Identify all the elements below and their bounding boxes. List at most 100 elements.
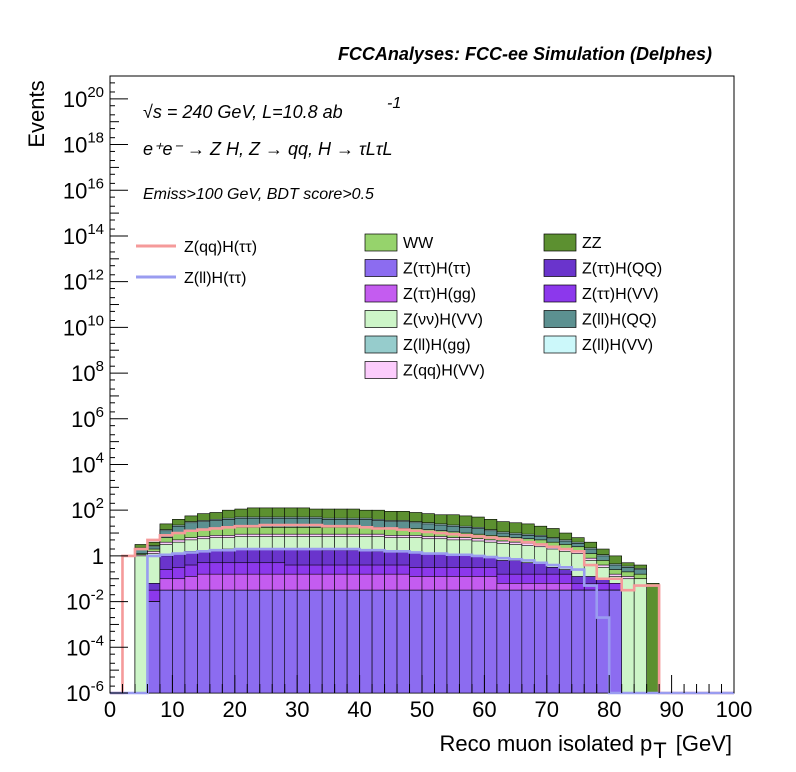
legend-item-z-ll-h-gg: Z(ll)H(gg)	[364, 335, 471, 354]
legend-item-z-qq-h: Z(qq)H(ττ)	[136, 239, 257, 256]
legend-item-z-ll-h: Z(ll)H(ττ)	[136, 270, 246, 287]
bar	[583, 589, 598, 694]
series-z-h	[147, 589, 622, 694]
x-tick-label: 50	[410, 697, 434, 722]
legend-label: Z(ττ)H(VV)	[582, 286, 659, 303]
legend-label: WW	[403, 235, 434, 252]
legend-item-z-qq-h-vv: Z(qq)H(VV)	[364, 361, 485, 380]
x-axis-title: Reco muon isolated p T [GeV]	[440, 731, 733, 763]
bar	[259, 589, 273, 694]
line-z-ll-h	[110, 547, 734, 695]
legend-fill-swatch	[543, 310, 577, 328]
bar	[484, 589, 498, 694]
legend-fill-swatch	[364, 259, 398, 277]
bar	[197, 589, 211, 694]
annotation-lumi-exponent: -1	[387, 95, 401, 112]
y-tick-label: 1020	[63, 84, 104, 112]
x-tick-label: 90	[659, 697, 683, 722]
bar	[184, 589, 198, 694]
annotation-cuts: Emiss>100 GeV, BDT score>0.5	[143, 186, 374, 203]
x-axis-title-unit: [GeV]	[676, 731, 732, 756]
legend-fill-swatch	[364, 310, 398, 328]
legend-label: Z(ττ)H(QQ)	[582, 261, 662, 278]
legend-item-z-ll-h-qq: Z(ll)H(QQ)	[543, 310, 657, 329]
annotation-energy-lumi: √s = 240 GeV, L=10.8 ab	[143, 102, 343, 122]
legend-label: Z(ll)H(VV)	[582, 337, 653, 354]
bar	[346, 589, 360, 694]
x-tick-label: 60	[472, 697, 496, 722]
bar	[496, 589, 510, 694]
legend-item-z-h-vv: Z(ττ)H(VV)	[543, 284, 659, 303]
legend-item-z-ll-h-vv: Z(ll)H(VV)	[543, 335, 653, 354]
y-tick-label: 106	[71, 404, 104, 432]
bar	[296, 589, 310, 694]
bar	[321, 589, 335, 694]
chart-header: FCCAnalyses: FCC-ee Simulation (Delphes)	[338, 44, 712, 64]
bar	[446, 589, 460, 694]
bar	[159, 589, 173, 694]
legend-fill-swatch	[543, 259, 577, 277]
legend-fill-swatch	[543, 233, 577, 252]
bar	[621, 578, 635, 694]
bar	[521, 589, 535, 694]
bar	[222, 589, 236, 694]
x-tick-label: 40	[347, 697, 371, 722]
legend-label: Z(ll)H(QQ)	[582, 312, 657, 329]
bar	[509, 589, 523, 694]
x-tick-label: 10	[160, 697, 184, 722]
bar	[246, 589, 261, 694]
legend-fill-swatch	[543, 335, 577, 354]
x-tick-label: 100	[716, 697, 753, 722]
y-tick-label: 1018	[63, 130, 104, 158]
legend-fill-swatch	[364, 335, 398, 354]
legend-label: Z(ττ)H(gg)	[403, 286, 476, 303]
legend-item-z-h-qq: Z(ττ)H(QQ)	[543, 259, 662, 278]
y-tick-label: 1	[92, 544, 104, 569]
legend-item-z-h-gg: Z(ττ)H(gg)	[364, 284, 476, 303]
legend-label: Z(ll)H(ττ)	[184, 270, 246, 287]
bar	[571, 589, 585, 694]
bar	[334, 589, 348, 694]
legend-label: Z(νν)H(VV)	[403, 312, 483, 329]
legend-fill-swatch	[364, 284, 398, 303]
bar	[209, 589, 223, 694]
legend-fill-swatch	[543, 284, 577, 303]
y-tick-label: 108	[71, 358, 104, 386]
bar	[558, 589, 573, 694]
bar	[234, 589, 248, 694]
bar	[608, 589, 622, 694]
bar	[459, 589, 473, 694]
legend: Z(qq)H(ττ) Z(ll)H(ττ) WW Z(ττ)H(ττ) Z(ττ)H(g…	[136, 233, 662, 380]
bar	[409, 589, 423, 694]
bar	[596, 589, 610, 694]
annotation-block: √s = 240 GeV, L=10.8 ab -1 e⁺e⁻ → Z H, Z…	[143, 95, 401, 203]
axis-layer: 0 10 20 30 40 50 60 70 80 90 10010-610-410-2110210…	[63, 75, 753, 722]
y-tick-label: 1016	[63, 175, 104, 203]
stack-layer	[134, 507, 660, 694]
legend-label: ZZ	[582, 235, 602, 252]
bar	[134, 555, 148, 694]
bar	[147, 601, 161, 694]
y-tick-label: 10-6	[66, 678, 104, 706]
bar	[271, 589, 286, 694]
bar	[646, 583, 660, 694]
x-tick-label: 70	[535, 697, 559, 722]
y-tick-label: 1014	[63, 221, 104, 249]
annotation-process: e⁺e⁻ → Z H, Z → qq, H → τLτL	[143, 139, 393, 159]
bar	[384, 589, 398, 694]
y-axis-title: Events	[24, 80, 49, 147]
legend-fill-swatch	[364, 361, 398, 379]
bar	[434, 589, 448, 694]
legend-item-ww: WW	[364, 233, 434, 252]
x-axis-title-sub: T	[653, 738, 666, 763]
y-tick-label: 10-4	[66, 632, 104, 660]
x-axis-title-main: Reco muon isolated p	[440, 731, 653, 756]
y-tick-label: 102	[71, 495, 104, 523]
legend-label: Z(qq)H(VV)	[403, 363, 485, 380]
legend-item-zz: ZZ	[543, 233, 602, 252]
legend-label: Z(ττ)H(ττ)	[403, 261, 471, 278]
bar	[546, 589, 560, 694]
y-tick-label: 104	[71, 449, 104, 477]
x-tick-label: 20	[223, 697, 247, 722]
